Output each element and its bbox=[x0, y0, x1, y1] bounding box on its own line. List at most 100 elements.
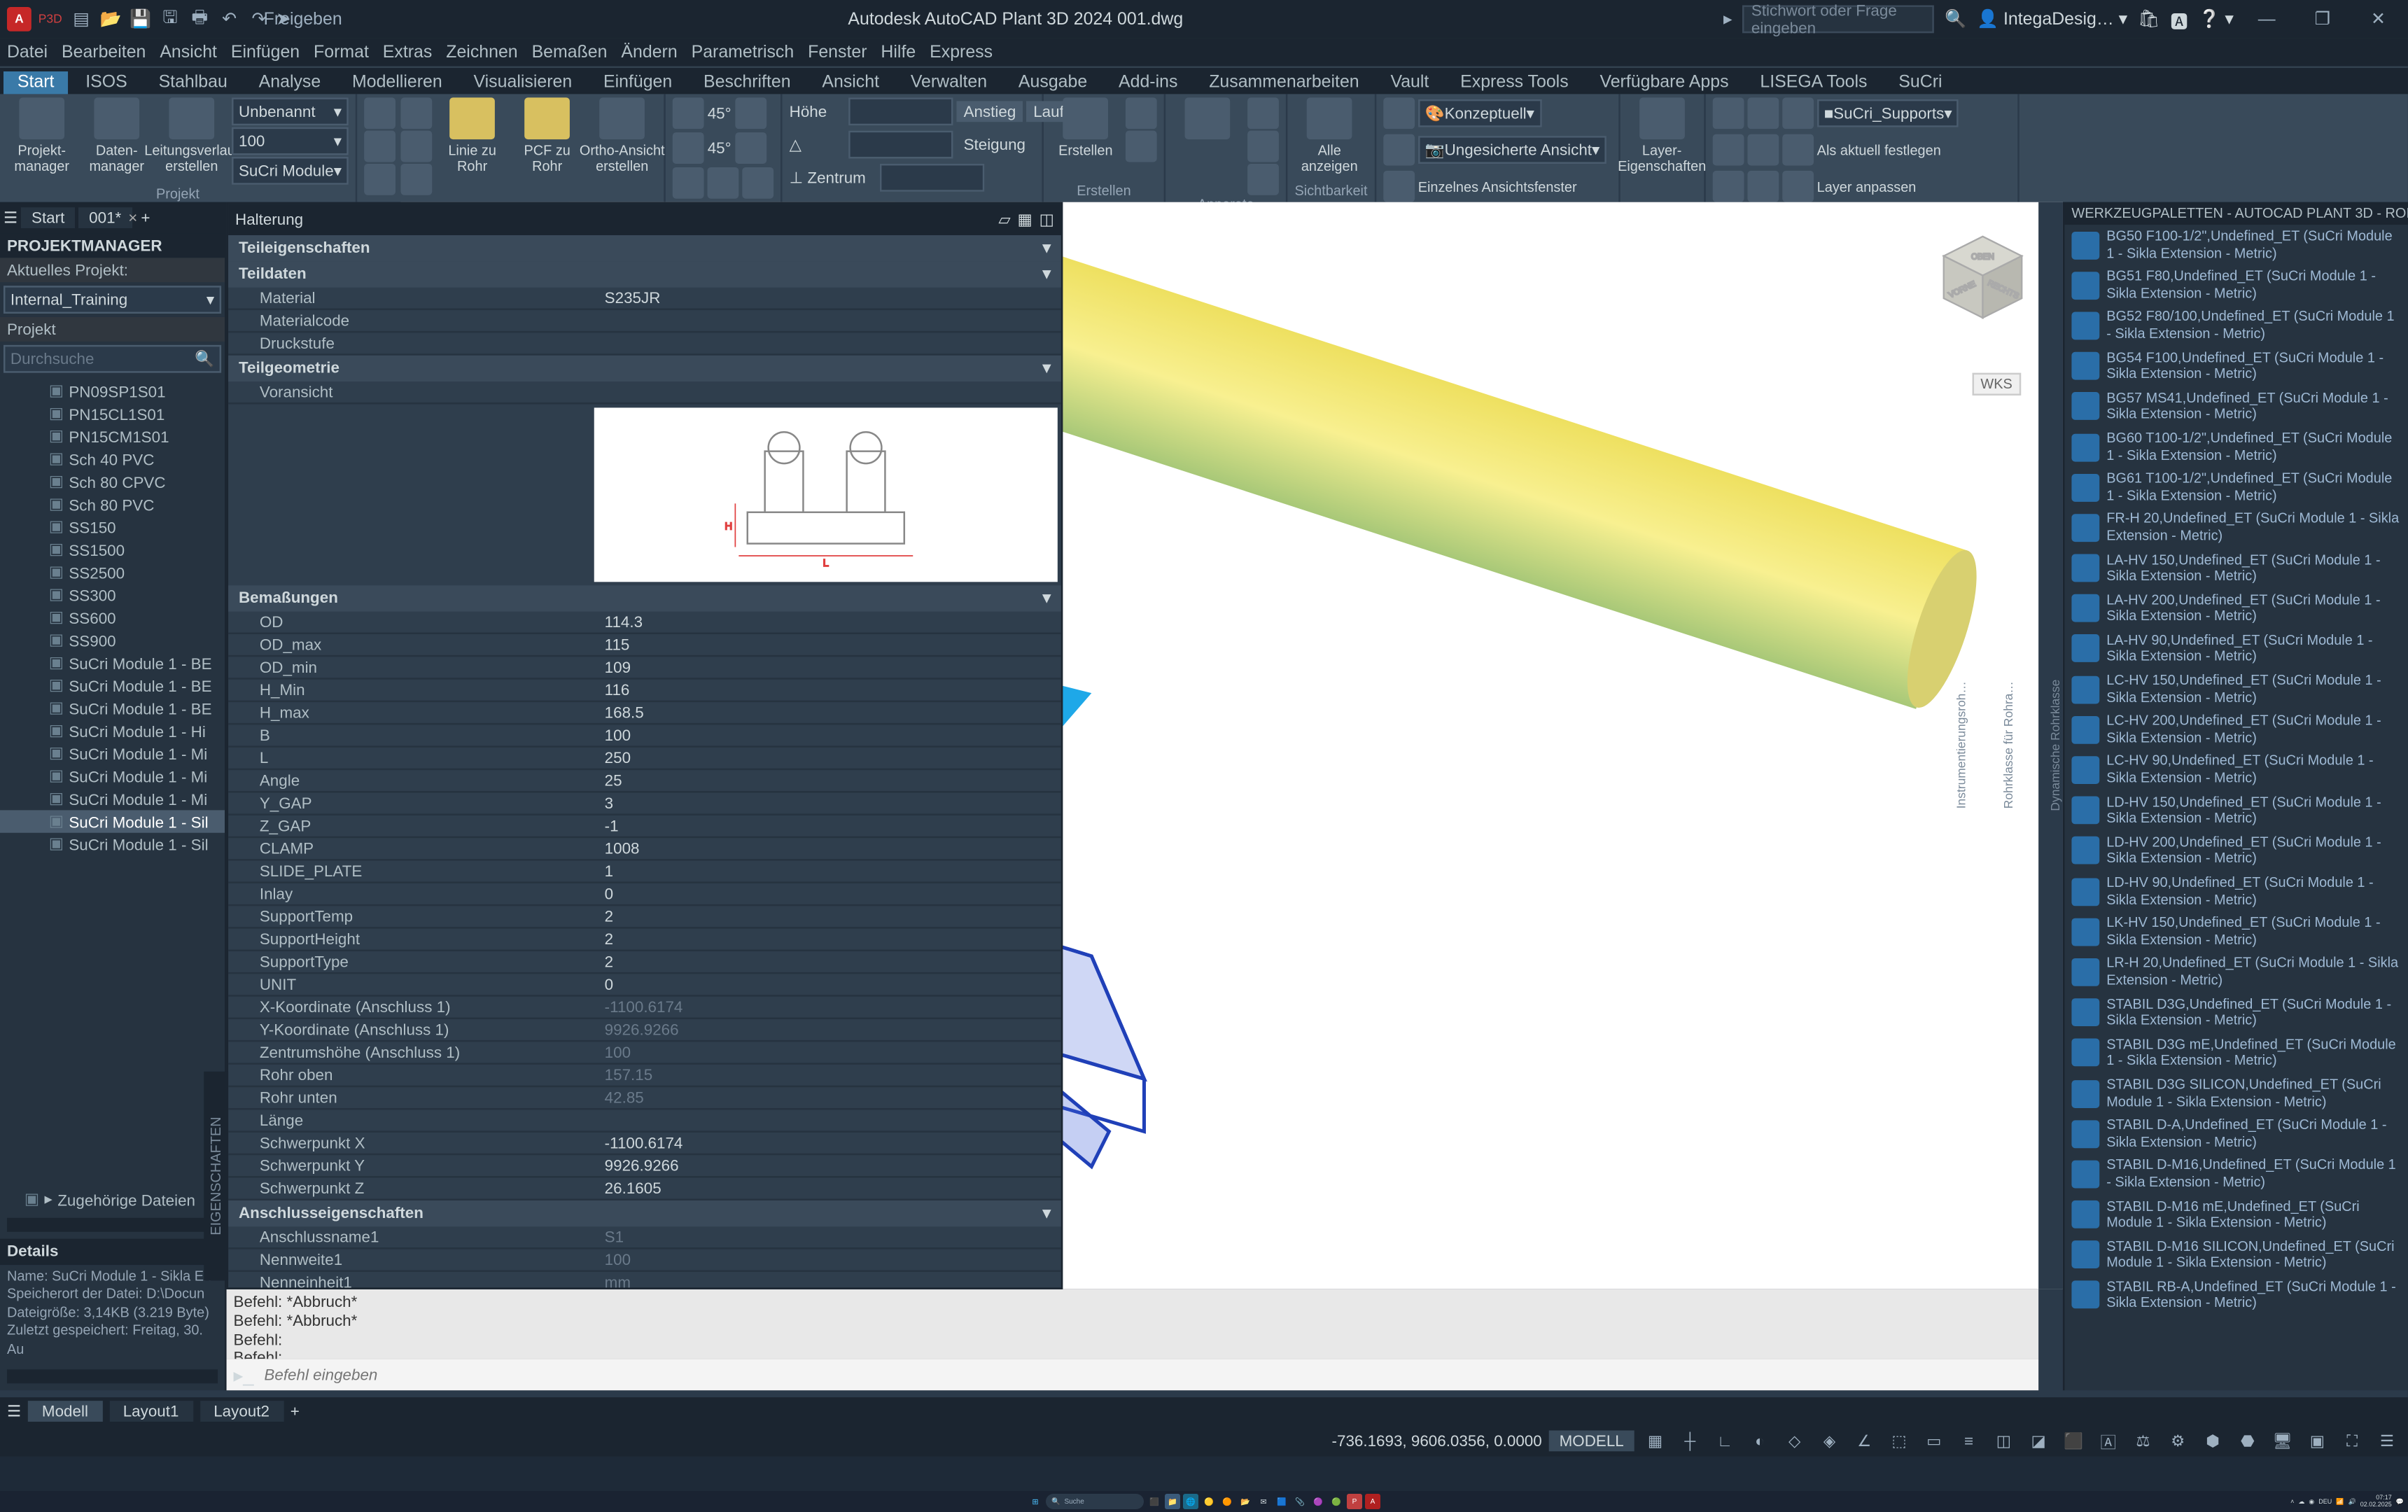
layout-add-icon[interactable]: + bbox=[290, 1403, 300, 1420]
caret-icon[interactable]: ▸ bbox=[1723, 10, 1732, 29]
layer-sm5[interactable] bbox=[1747, 134, 1779, 166]
props-row[interactable]: H_Min116 bbox=[228, 680, 1061, 702]
layer-sm4[interactable] bbox=[1712, 134, 1744, 166]
tray-chevron-icon[interactable]: ˄ bbox=[2290, 1498, 2294, 1505]
props-value[interactable]: -1100.6174 bbox=[594, 997, 1061, 1018]
props-category[interactable]: Teileigenschaften▾ bbox=[228, 235, 1061, 261]
rib-btn-e[interactable] bbox=[401, 131, 433, 162]
ribbon-tab-0[interactable]: Start bbox=[4, 71, 68, 94]
pcf-to-pipe-button[interactable]: PCF zu Rohr bbox=[512, 97, 582, 174]
tray-nvidia-icon[interactable]: ◉ bbox=[2309, 1498, 2314, 1506]
pm-hscroll2[interactable] bbox=[7, 1369, 218, 1383]
close-button[interactable]: ✕ bbox=[2356, 10, 2401, 29]
tray-vol-icon[interactable]: 🔊 bbox=[2348, 1498, 2356, 1506]
props-value[interactable]: 26.1605 bbox=[594, 1178, 1061, 1199]
app-store-icon[interactable]: 🛍 bbox=[2138, 10, 2160, 29]
pm-item[interactable]: SS900 bbox=[0, 629, 225, 652]
tb-edge-icon[interactable]: 🌐 bbox=[1183, 1494, 1198, 1509]
status-gear-icon[interactable]: ⚙ bbox=[2164, 1429, 2192, 1453]
props-row[interactable]: Schwerpunkt Z26.1605 bbox=[228, 1178, 1061, 1200]
properties-body[interactable]: Teileigenschaften▾Teildaten▾MaterialS235… bbox=[228, 235, 1061, 1287]
props-value[interactable]: 1008 bbox=[594, 838, 1061, 859]
user-menu[interactable]: 👤 IntegaDesig… ▾ bbox=[1977, 10, 2127, 29]
tray-wifi-icon[interactable]: 📶 bbox=[2336, 1498, 2344, 1506]
pm-item[interactable]: Sch 80 PVC bbox=[0, 493, 225, 515]
spec-dropdown-2[interactable]: 100▾ bbox=[232, 127, 349, 155]
props-value[interactable]: 9926.9266 bbox=[594, 1019, 1061, 1040]
pm-hscroll[interactable] bbox=[7, 1218, 218, 1232]
ribbon-tab-17[interactable]: SuCri bbox=[1884, 71, 1956, 94]
pm-item[interactable]: Sch 40 PVC bbox=[0, 448, 225, 470]
status-polar-icon[interactable]: ◐ bbox=[1746, 1429, 1774, 1453]
project-manager-button[interactable]: Projekt- manager bbox=[7, 97, 77, 174]
single-viewport-label[interactable]: Einzelnes Ansichtsfenster bbox=[1418, 178, 1577, 194]
props-value[interactable]: 2 bbox=[594, 906, 1061, 927]
props-row[interactable]: Länge bbox=[228, 1110, 1061, 1132]
menu-zeichnen[interactable]: Zeichnen bbox=[446, 43, 517, 62]
create-sm1[interactable] bbox=[1126, 97, 1157, 129]
props-row[interactable]: Inlay0 bbox=[228, 883, 1061, 906]
menu-parametrisch[interactable]: Parametrisch bbox=[692, 43, 794, 62]
wcs-label[interactable]: WKS bbox=[1972, 373, 2021, 396]
tb-folder-icon[interactable]: 📂 bbox=[1238, 1494, 1253, 1509]
palette-side-tab[interactable]: Dynamische Rohrklasse bbox=[2051, 680, 2063, 811]
palette-item[interactable]: LA-HV 150,Undefined_ET (SuCri Module 1 -… bbox=[2064, 548, 2407, 589]
props-row[interactable]: Zentrumshöhe (Anschluss 1)100 bbox=[228, 1042, 1061, 1064]
status-snap-icon[interactable]: ┼ bbox=[1676, 1429, 1704, 1453]
search-icon[interactable]: 🔍 bbox=[1945, 10, 1966, 29]
palette-item[interactable]: BG52 F80/100,Undefined_ET (SuCri Module … bbox=[2064, 306, 2407, 346]
tb-app1-icon[interactable]: 🟠 bbox=[1219, 1494, 1235, 1509]
tb-app2-icon[interactable]: 🟦 bbox=[1274, 1494, 1289, 1509]
cut-a-button[interactable] bbox=[735, 97, 766, 129]
pm-project-dropdown[interactable]: Internal_Training▾ bbox=[4, 286, 221, 314]
menu-extras[interactable]: Extras bbox=[383, 43, 433, 62]
props-row[interactable]: CLAMP1008 bbox=[228, 838, 1061, 860]
props-icon-3[interactable]: ◫ bbox=[1040, 210, 1054, 229]
tb-app6-icon[interactable]: P bbox=[1347, 1494, 1362, 1509]
palette-item[interactable]: STABIL RB-A,Undefined_ET (SuCri Module 1… bbox=[2064, 1275, 2407, 1316]
delta-input[interactable] bbox=[848, 131, 953, 159]
props-value[interactable]: 114.3 bbox=[594, 612, 1061, 633]
props-row[interactable]: Y-Koordinate (Anschluss 1)9926.9266 bbox=[228, 1019, 1061, 1042]
props-value[interactable]: 109 bbox=[594, 657, 1061, 678]
ribbon-tab-8[interactable]: Ansicht bbox=[808, 71, 892, 94]
tool-palette-body[interactable]: BG50 F100-1/2",Undefined_ET (SuCri Modul… bbox=[2064, 225, 2407, 1390]
pm-item[interactable]: SS1500 bbox=[0, 538, 225, 561]
props-value[interactable] bbox=[594, 310, 1061, 331]
command-line[interactable]: ▸_ bbox=[227, 1359, 2039, 1390]
qat-open-icon[interactable]: 📂 bbox=[99, 7, 123, 31]
taskview-icon[interactable]: ⬛ bbox=[1147, 1494, 1162, 1509]
tb-app3-icon[interactable]: 📎 bbox=[1292, 1494, 1308, 1509]
props-value[interactable]: 9926.9266 bbox=[594, 1155, 1061, 1176]
menu-ansicht[interactable]: Ansicht bbox=[160, 43, 217, 62]
data-manager-button[interactable]: Daten- manager bbox=[82, 97, 152, 174]
pm-item[interactable]: SuCri Module 1 - BE bbox=[0, 697, 225, 720]
props-value[interactable] bbox=[594, 332, 1061, 354]
palette-item[interactable]: LR-H 20,Undefined_ET (SuCri Module 1 - S… bbox=[2064, 952, 2407, 993]
props-value[interactable]: S1 bbox=[594, 1226, 1061, 1247]
props-category[interactable]: Teilgeometrie▾ bbox=[228, 356, 1061, 382]
line-create-button[interactable]: Leitungsverlauf erstellen bbox=[157, 97, 227, 174]
palette-item[interactable]: LK-HV 150,Undefined_ET (SuCri Module 1 -… bbox=[2064, 911, 2407, 952]
palette-item[interactable]: LD-HV 90,Undefined_ET (SuCri Module 1 - … bbox=[2064, 872, 2407, 912]
ribbon-tab-5[interactable]: Visualisieren bbox=[460, 71, 586, 94]
props-value[interactable]: S235JR bbox=[594, 288, 1061, 309]
props-value[interactable]: -1 bbox=[594, 816, 1061, 836]
props-row[interactable]: Rohr oben157.15 bbox=[228, 1065, 1061, 1087]
props-value[interactable]: 2 bbox=[594, 951, 1061, 972]
ribbon-tab-11[interactable]: Add-ins bbox=[1105, 71, 1191, 94]
taskbar-search[interactable]: 🔍Suche bbox=[1046, 1494, 1144, 1509]
rib-btn-b[interactable] bbox=[364, 131, 396, 162]
slope-tab[interactable]: Steigung bbox=[957, 134, 1032, 155]
props-value[interactable]: 100 bbox=[594, 1042, 1061, 1063]
status-ortho-icon[interactable]: ∟ bbox=[1711, 1429, 1739, 1453]
props-row[interactable]: Y_GAP3 bbox=[228, 792, 1061, 815]
layer-sm2[interactable] bbox=[1747, 97, 1779, 129]
pm-related-files[interactable]: ▸ Zugehörige Dateien bbox=[0, 1189, 225, 1211]
ribbon-tab-2[interactable]: Stahlbau bbox=[145, 71, 241, 94]
ribbon-tab-1[interactable]: ISOS bbox=[71, 71, 141, 94]
palette-item[interactable]: STABIL D-A,Undefined_ET (SuCri Module 1 … bbox=[2064, 1114, 2407, 1154]
props-value[interactable]: 1 bbox=[594, 861, 1061, 882]
status-lwt-icon[interactable]: ≡ bbox=[1955, 1429, 1983, 1453]
palette-item[interactable]: BG60 T100-1/2",Undefined_ET (SuCri Modul… bbox=[2064, 427, 2407, 468]
